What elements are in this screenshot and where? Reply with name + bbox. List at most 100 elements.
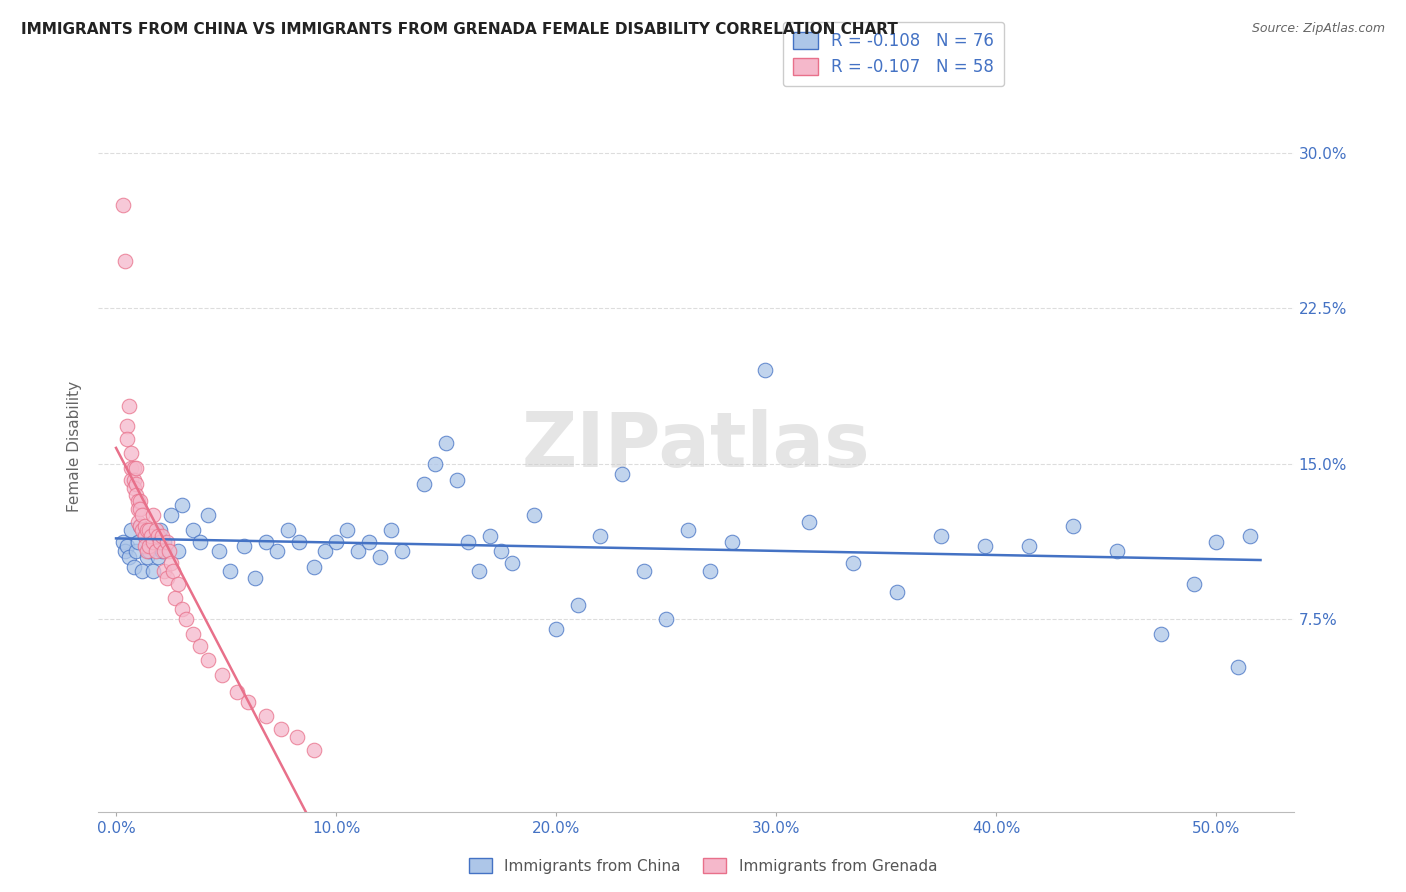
Point — [523, 508, 546, 523]
Point — [655, 612, 678, 626]
Point — [243, 571, 266, 585]
Point — [1018, 540, 1040, 554]
Point — [165, 591, 187, 606]
Point — [266, 543, 288, 558]
Point — [1062, 518, 1084, 533]
Point — [127, 494, 149, 508]
Point — [1107, 543, 1129, 558]
Point — [122, 473, 145, 487]
Point — [156, 571, 179, 585]
Point — [425, 457, 447, 471]
Point — [120, 446, 142, 460]
Legend: R = -0.108   N = 76, R = -0.107   N = 58: R = -0.108 N = 76, R = -0.107 N = 58 — [783, 21, 1004, 87]
Point — [277, 523, 299, 537]
Point — [149, 523, 172, 537]
Point — [122, 560, 145, 574]
Point — [181, 626, 204, 640]
Point — [974, 540, 997, 554]
Point — [314, 543, 336, 558]
Point — [131, 565, 153, 579]
Point — [115, 432, 138, 446]
Point — [546, 623, 568, 637]
Point — [391, 543, 413, 558]
Point — [699, 565, 721, 579]
Point — [567, 598, 589, 612]
Point — [1184, 576, 1206, 591]
Point — [197, 653, 219, 667]
Point — [1205, 535, 1227, 549]
Point — [138, 523, 160, 537]
Point — [219, 565, 242, 579]
Point — [380, 523, 402, 537]
Text: ZIPatlas: ZIPatlas — [522, 409, 870, 483]
Point — [287, 535, 309, 549]
Point — [129, 518, 152, 533]
Point — [125, 460, 148, 475]
Point — [468, 565, 491, 579]
Point — [135, 523, 157, 537]
Point — [166, 543, 188, 558]
Point — [150, 543, 173, 558]
Point — [142, 565, 165, 579]
Point — [434, 436, 457, 450]
Point — [142, 508, 165, 523]
Point — [153, 543, 176, 558]
Point — [166, 576, 188, 591]
Point — [270, 722, 292, 736]
Point — [236, 695, 259, 709]
Legend: Immigrants from China, Immigrants from Grenada: Immigrants from China, Immigrants from G… — [463, 852, 943, 880]
Point — [135, 543, 157, 558]
Point — [302, 560, 325, 574]
Point — [129, 518, 152, 533]
Point — [479, 529, 502, 543]
Point — [146, 529, 169, 543]
Point — [589, 529, 612, 543]
Point — [170, 498, 193, 512]
Point — [347, 543, 370, 558]
Point — [157, 543, 180, 558]
Point — [226, 684, 249, 698]
Point — [886, 585, 908, 599]
Point — [1150, 626, 1173, 640]
Point — [931, 529, 953, 543]
Point — [302, 742, 325, 756]
Point — [141, 529, 163, 543]
Point — [501, 556, 523, 570]
Point — [131, 508, 153, 523]
Point — [111, 535, 134, 549]
Point — [125, 543, 148, 558]
Point — [754, 363, 776, 377]
Point — [134, 529, 156, 543]
Point — [160, 556, 183, 570]
Point — [134, 540, 156, 554]
Point — [612, 467, 634, 481]
Point — [721, 535, 744, 549]
Point — [413, 477, 436, 491]
Point — [134, 529, 156, 543]
Point — [368, 549, 391, 564]
Point — [153, 535, 176, 549]
Point — [118, 549, 141, 564]
Point — [135, 549, 157, 564]
Point — [156, 535, 179, 549]
Point — [254, 709, 277, 723]
Point — [336, 523, 359, 537]
Point — [153, 565, 176, 579]
Point — [134, 518, 156, 533]
Point — [122, 460, 145, 475]
Point — [678, 523, 700, 537]
Point — [1227, 659, 1250, 673]
Point — [1239, 529, 1261, 543]
Point — [127, 515, 149, 529]
Point — [145, 540, 167, 554]
Point — [127, 502, 149, 516]
Point — [325, 535, 347, 549]
Point — [170, 601, 193, 615]
Point — [232, 540, 254, 554]
Point — [138, 543, 160, 558]
Point — [115, 540, 138, 554]
Point — [129, 494, 152, 508]
Point — [141, 535, 163, 549]
Point — [176, 612, 198, 626]
Point — [114, 253, 136, 268]
